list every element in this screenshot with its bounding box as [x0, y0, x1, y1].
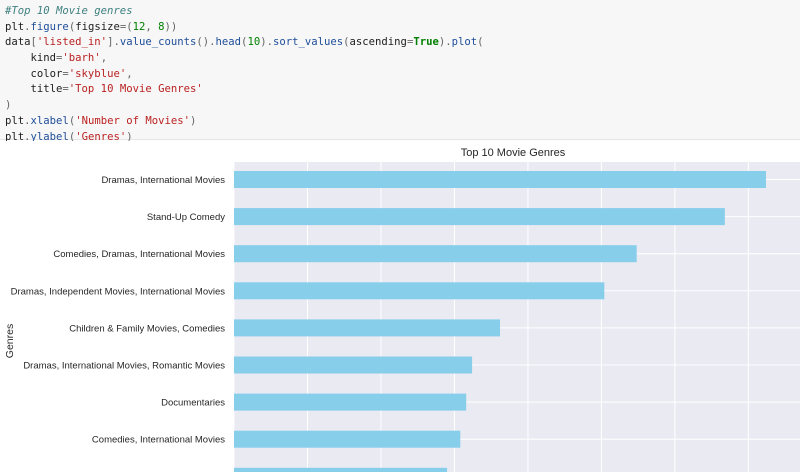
y-tick-label: Comedies, Dramas, International Movies: [53, 249, 225, 260]
bar: [234, 467, 448, 472]
bar: [234, 393, 467, 411]
y-tick-label: Documentaries: [161, 398, 225, 409]
code-line: plt.ylabel('Genres'): [5, 130, 800, 146]
code-token: (: [68, 114, 76, 127]
code-token: .: [24, 114, 31, 127]
code-token: (: [68, 20, 76, 33]
code-line: ): [5, 98, 800, 114]
code-token: (: [241, 36, 248, 49]
code-line: kind='barh',: [5, 51, 800, 67]
code-token: 'Number of Movies': [75, 114, 191, 127]
code-token: 'Genres': [75, 130, 127, 143]
code-token: =: [406, 36, 414, 49]
y-tick-label: Stand-Up Comedy: [147, 212, 225, 223]
code-token: value_counts: [119, 36, 197, 49]
code-token: head: [215, 36, 242, 49]
code-cell[interactable]: #Top 10 Movie genres plt.figure(figsize=(…: [0, 0, 800, 158]
code-token: ylabel: [30, 130, 69, 143]
code-line: plt.xlabel('Number of Movies'): [5, 114, 800, 130]
code-token: color: [5, 67, 63, 80]
code-token: plot: [451, 36, 478, 49]
code-token: 'skyblue': [68, 67, 127, 80]
code-token: .: [24, 130, 31, 143]
code-line: #Top 10 Movie genres: [5, 4, 800, 20]
y-tick-label: Children & Family Movies, Comedies: [69, 323, 225, 334]
code-token: (: [343, 36, 350, 49]
code-token: ).: [260, 36, 273, 49]
code-token: xlabel: [30, 114, 69, 127]
chart: Dramas, International Movies Stand-Up Com…: [4, 147, 800, 472]
code-token: 12: [132, 20, 146, 33]
code-token: data: [5, 36, 31, 49]
code-token: ].: [107, 36, 120, 49]
code-token: )): [164, 20, 178, 33]
code-token: ,: [100, 52, 108, 65]
code-token: ).: [438, 36, 452, 49]
y-axis-label: Genres: [4, 324, 16, 358]
code-token: kind: [5, 52, 57, 65]
code-token: ascending: [349, 36, 407, 49]
code-token: 'listed_in': [36, 36, 108, 49]
code-token: ): [190, 114, 197, 127]
bar: [234, 319, 500, 337]
code-token: figure: [30, 20, 69, 33]
code-token: [: [30, 36, 37, 49]
code-token: figsize: [75, 20, 120, 33]
code-token: title: [5, 83, 63, 96]
bar: [234, 245, 637, 263]
code-token: 10: [247, 36, 261, 49]
y-tick-label: Comedies, International Movies: [92, 435, 225, 446]
code-token: =(: [119, 20, 133, 33]
code-token: 'barh': [62, 52, 101, 65]
bar: [234, 356, 473, 374]
code-token: .: [24, 20, 31, 33]
code-token: ,: [126, 67, 133, 80]
code-token: plt: [5, 114, 25, 127]
bar: [234, 171, 766, 188]
y-tick-label: Dramas, International Movies: [101, 175, 225, 186]
bar: [234, 430, 461, 448]
code-token: =: [62, 83, 69, 96]
code-token: ,: [145, 20, 159, 33]
code-token: #Top 10 Movie genres: [5, 5, 133, 17]
code-token: ): [126, 130, 133, 143]
y-tick-label: Dramas, Independent Movies, Internationa…: [11, 286, 226, 297]
code-token: plt: [5, 130, 25, 143]
code-token: ): [5, 99, 12, 112]
code-token: 8: [158, 20, 165, 33]
code-token: plt: [5, 20, 25, 33]
code-token: (: [68, 130, 76, 143]
bar: [234, 208, 725, 226]
code-line: data['listed_in'].value_counts().head(10…: [5, 35, 800, 51]
code-line: title='Top 10 Movie Genres': [5, 82, 800, 98]
code-token: True: [413, 36, 439, 49]
y-tick-label: Dramas, International Movies, Romantic M…: [23, 361, 225, 372]
code-token: =: [56, 52, 63, 65]
bar: [234, 282, 605, 300]
code-token: =: [62, 67, 69, 80]
code-token: 'Top 10 Movie Genres': [68, 83, 203, 96]
output-area: Dramas, International Movies Stand-Up Com…: [0, 141, 800, 472]
code-line: color='skyblue',: [5, 67, 800, 83]
code-token: sort_values: [272, 36, 344, 49]
code-token: (: [477, 36, 484, 49]
chart-title: Top 10 Movie Genres: [461, 147, 566, 159]
code-token: ().: [196, 36, 216, 49]
code-line: plt.figure(figsize=(12, 8)): [5, 20, 800, 36]
